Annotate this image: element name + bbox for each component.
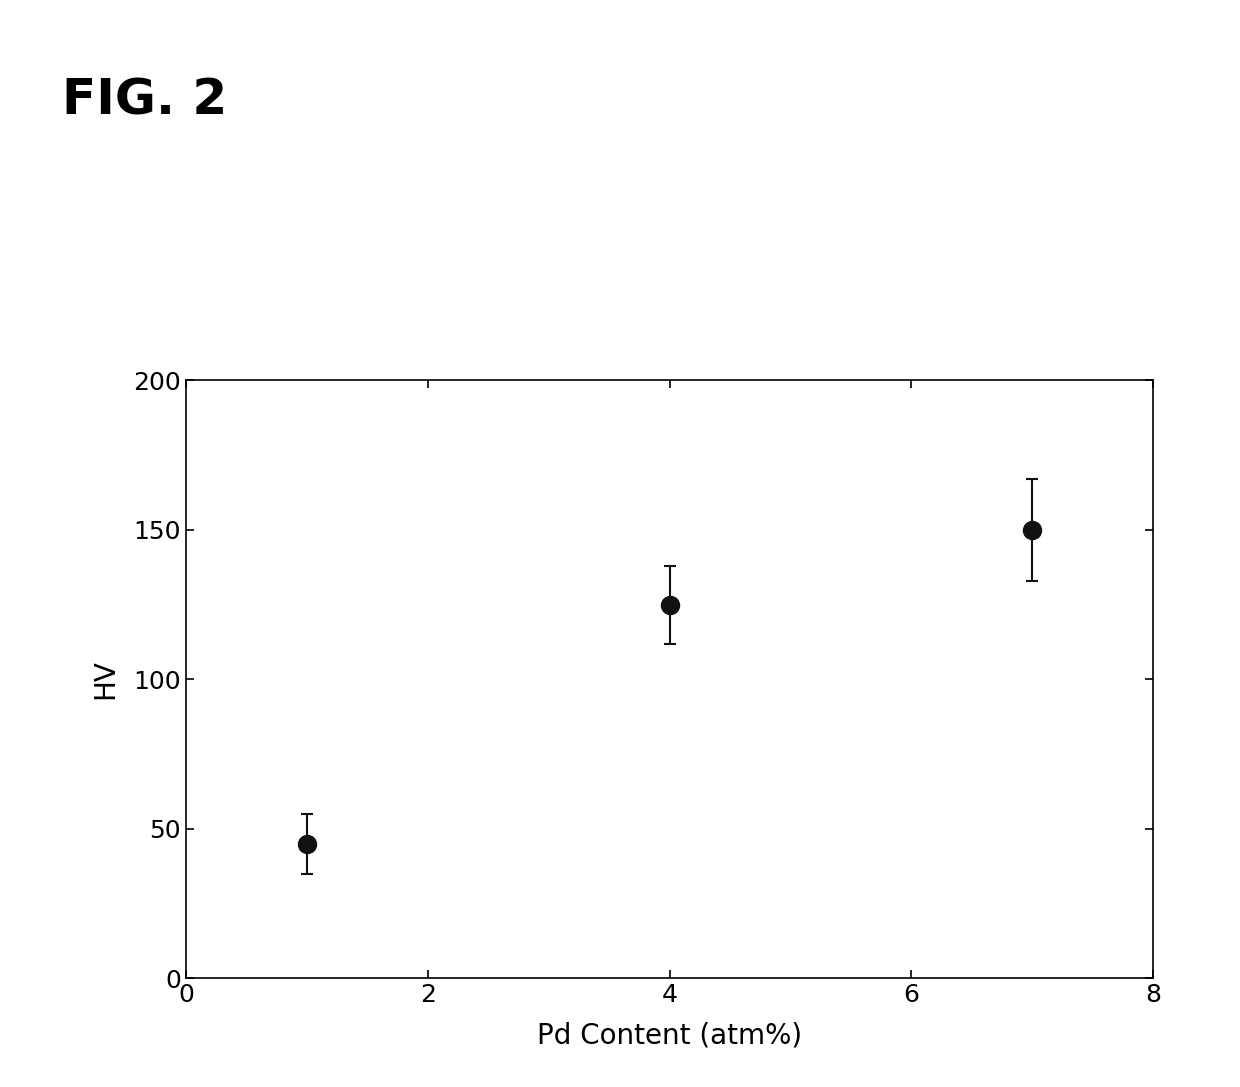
Y-axis label: HV: HV — [92, 660, 119, 699]
Text: FIG. 2: FIG. 2 — [62, 76, 227, 124]
X-axis label: Pd Content (atm%): Pd Content (atm%) — [537, 1021, 802, 1049]
